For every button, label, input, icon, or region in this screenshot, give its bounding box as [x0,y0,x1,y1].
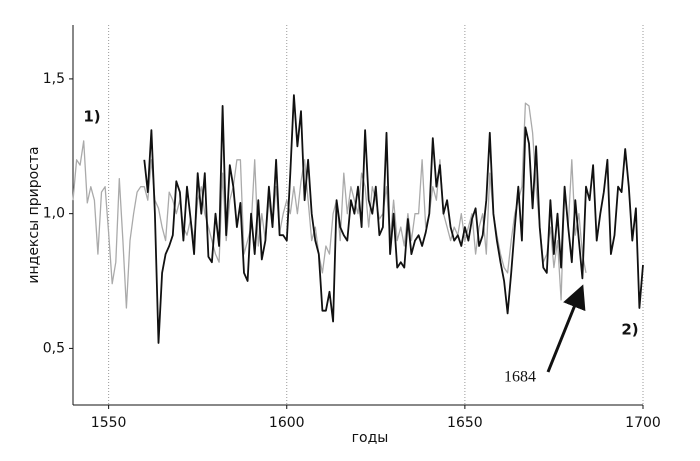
annotation: 1684 [504,369,536,386]
annotation: 2) [621,321,638,339]
x-tick-label: 1550 [91,415,127,431]
x-tick-label: 1700 [625,415,661,431]
arrow [546,284,586,373]
y-axis-label: индексы прироста [26,146,42,283]
series-line [143,94,644,344]
x-tick-label: 1650 [447,415,483,431]
y-tick-label: 1,5 [43,71,65,87]
y-tick-label: 1,0 [43,206,65,222]
y-tick-label: 0,5 [43,340,65,356]
series-line [72,102,587,309]
x-tick-label: 1600 [269,415,305,431]
annotation: 1) [83,108,100,126]
x-axis-label: годы [352,430,389,446]
